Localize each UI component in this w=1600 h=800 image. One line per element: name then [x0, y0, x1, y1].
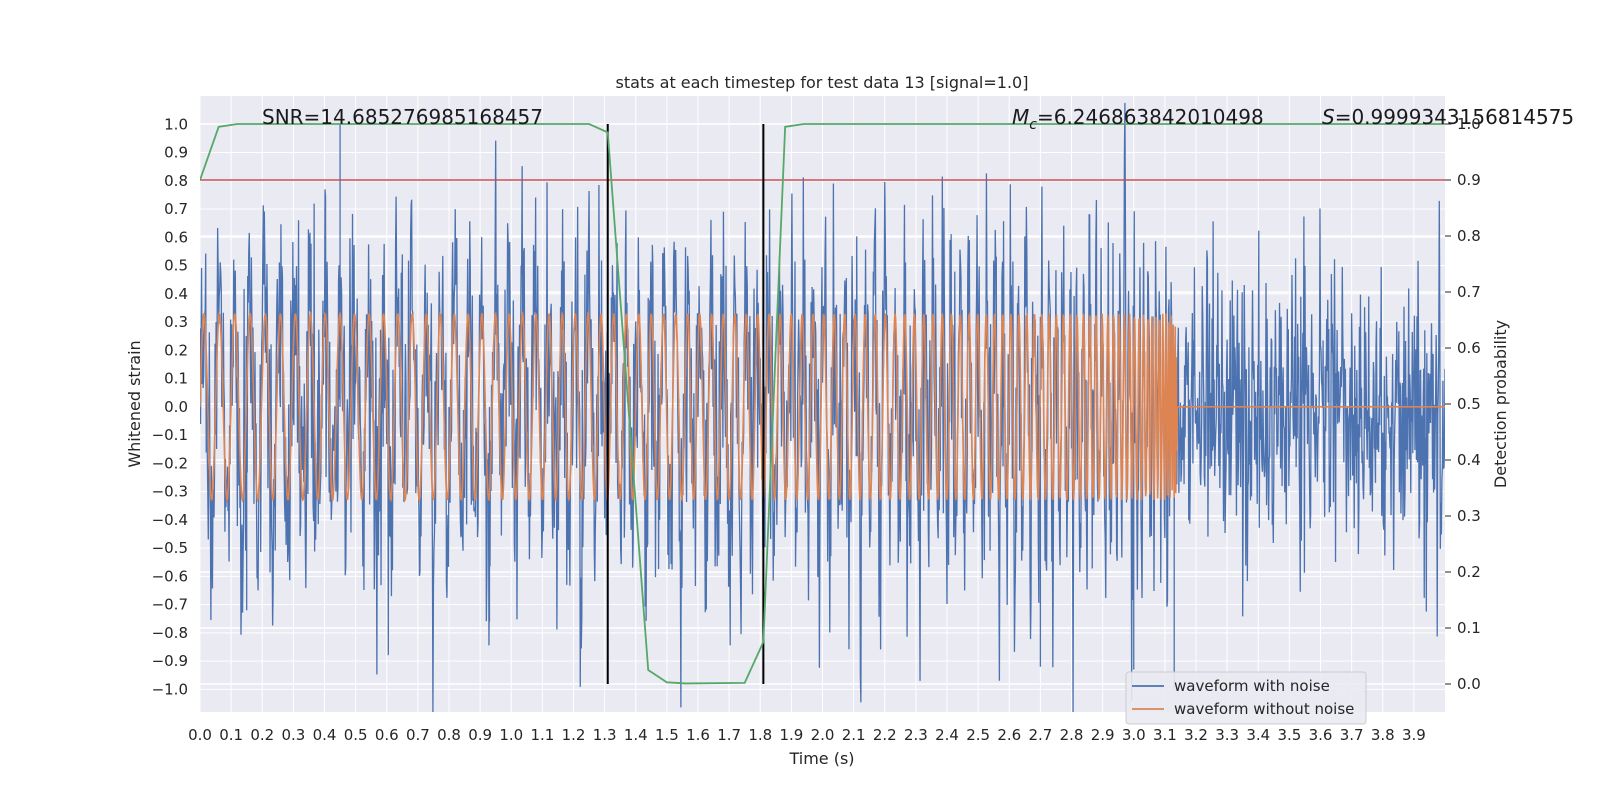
y-axis-ticks: 1.0 0.9 0.8 0.7 0.6 0.5 0.4 0.3 0.2 0.1 0.0 −0.1 −0.… [152, 115, 188, 698]
y2-tick-label: 0.4 [1457, 451, 1481, 469]
x-tick-label: 2.3 [904, 726, 928, 744]
x-tick-label: 3.9 [1402, 726, 1426, 744]
x-tick-label: 2.9 [1091, 726, 1115, 744]
x-tick-label: 1.2 [562, 726, 586, 744]
y2-tick-label: 0.9 [1457, 171, 1481, 189]
y2-axis-ticks: 1.0 0.9 0.8 0.7 0.6 0.5 0.4 0.3 0.2 0.1 0.0 [1445, 115, 1481, 693]
x-tick-label: 2.6 [997, 726, 1021, 744]
x-tick-label: 0.5 [344, 726, 368, 744]
annotation-mc-value: =6.246863842010498 [1037, 105, 1264, 129]
y2-tick-label: 0.8 [1457, 227, 1481, 245]
y2-tick-label: 1.0 [1457, 115, 1481, 133]
annotation-mc-symbol: M [1012, 105, 1029, 129]
y2-tick-label: 0.2 [1457, 563, 1481, 581]
x-tick-label: 0.9 [468, 726, 492, 744]
series-line-waveform-without-noise [200, 310, 1445, 503]
legend-box [1125, 671, 1367, 725]
x-tick-label: 2.8 [1060, 726, 1084, 744]
x-tick-label: 0.1 [219, 726, 243, 744]
y-tick-label: −0.9 [152, 652, 188, 670]
legend-label-waveform-with-noise: waveform with noise [1174, 677, 1330, 695]
x-tick-label: 1.5 [655, 726, 679, 744]
y-tick-label: 0.2 [164, 341, 188, 359]
x-tick-label: 1.7 [717, 726, 741, 744]
x-tick-label: 2.2 [873, 726, 897, 744]
x-axis-ticks: 0.0 0.1 0.2 0.3 0.4 0.5 0.6 0.7 0.8 0.9 1.0 1.1 1.2 1… [188, 726, 1426, 744]
plot-area [200, 102, 1445, 712]
annotation-mc-subscript: c [1029, 117, 1037, 133]
y-tick-label: −0.5 [152, 539, 188, 557]
x-tick-label: 1.9 [779, 726, 803, 744]
y-tick-label: 0.9 [164, 144, 188, 162]
x-tick-label: 2.4 [935, 726, 959, 744]
y-tick-label: 0.4 [164, 285, 188, 303]
x-tick-label: 0.6 [375, 726, 399, 744]
x-tick-label: 0.0 [188, 726, 212, 744]
x-tick-label: 3.0 [1122, 726, 1146, 744]
x-tick-label: 1.4 [624, 726, 648, 744]
annotation-s-symbol: S [1322, 105, 1335, 129]
y-tick-label: 0.3 [164, 313, 188, 331]
series-line-detection-probability [200, 123, 1445, 685]
x-tick-label: 3.1 [1153, 726, 1177, 744]
chart-title: stats at each timestep for test data 13 … [616, 73, 1029, 92]
x-tick-label: 3.2 [1184, 726, 1208, 744]
y-tick-label: 0.0 [164, 398, 188, 416]
y2-tick-label: 0.1 [1457, 619, 1481, 637]
y-tick-label: −0.6 [152, 567, 188, 585]
y-tick-label: −0.2 [152, 454, 188, 472]
x-tick-label: 3.8 [1371, 726, 1395, 744]
x-tick-label: 1.0 [499, 726, 523, 744]
x-tick-label: 0.7 [406, 726, 430, 744]
annotation-score: S=0.9999343156814575 [1322, 105, 1574, 129]
annotation-chirp-mass: Mc=6.246863842010498 [1012, 105, 1264, 133]
y-tick-label: −0.1 [152, 426, 188, 444]
y2-tick-label: 0.3 [1457, 507, 1481, 525]
x-tick-label: 2.0 [811, 726, 835, 744]
y-tick-label: 0.7 [164, 200, 188, 218]
y-tick-label: 0.6 [164, 228, 188, 246]
x-tick-label: 1.3 [593, 726, 617, 744]
y2-tick-label: 0.5 [1457, 395, 1481, 413]
vertical-markers [606, 124, 765, 684]
x-tick-label: 1.1 [530, 726, 554, 744]
x-tick-label: 3.7 [1340, 726, 1364, 744]
x-tick-label: 3.3 [1215, 726, 1239, 744]
x-tick-label: 1.6 [686, 726, 710, 744]
y-tick-label: −0.7 [152, 596, 188, 614]
y-tick-label: −0.4 [152, 511, 188, 529]
y-axis-label: Whitened strain [125, 340, 144, 467]
annotation-snr: SNR=14.685276985168457 [262, 105, 543, 129]
y-tick-label: −0.8 [152, 624, 188, 642]
x-tick-label: 3.6 [1309, 726, 1333, 744]
legend: waveform with noise waveform without noi… [1125, 671, 1367, 725]
y-tick-label: −1.0 [152, 680, 188, 698]
y-tick-label: 0.1 [164, 370, 188, 388]
y-tick-label: 1.0 [164, 115, 188, 133]
x-tick-label: 0.4 [313, 726, 337, 744]
y2-tick-label: 0.7 [1457, 283, 1481, 301]
x-tick-label: 0.2 [250, 726, 274, 744]
y2-tick-label: 0.6 [1457, 339, 1481, 357]
x-tick-label: 2.7 [1028, 726, 1052, 744]
x-tick-label: 3.5 [1277, 726, 1301, 744]
legend-label-waveform-without-noise: waveform without noise [1174, 700, 1354, 718]
y-tick-label: 0.8 [164, 172, 188, 190]
x-tick-label: 0.8 [437, 726, 461, 744]
y-tick-label: 0.5 [164, 257, 188, 275]
y2-tick-label: 0.0 [1457, 675, 1481, 693]
x-tick-label: 0.3 [281, 726, 305, 744]
annotation-s-value: =0.9999343156814575 [1335, 105, 1574, 129]
x-tick-label: 3.4 [1246, 726, 1270, 744]
x-tick-label: 1.8 [748, 726, 772, 744]
x-tick-label: 2.5 [966, 726, 990, 744]
x-tick-label: 2.1 [842, 726, 866, 744]
y2-axis-label: Detection probability [1491, 320, 1510, 488]
x-axis-label: Time (s) [788, 749, 854, 768]
y-tick-label: −0.3 [152, 483, 188, 501]
